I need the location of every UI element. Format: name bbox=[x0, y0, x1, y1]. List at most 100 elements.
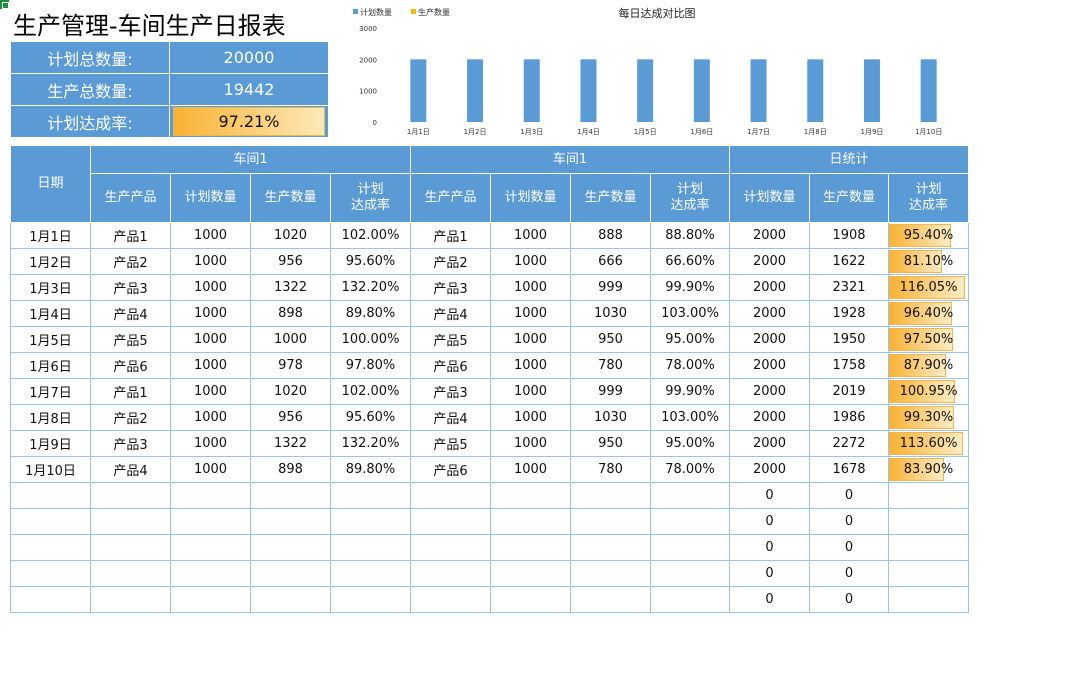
cell-rate1[interactable] bbox=[330, 560, 411, 587]
cell-rate[interactable]: 83.90% bbox=[888, 456, 969, 483]
cell-rate[interactable] bbox=[888, 586, 969, 613]
cell-plan2[interactable] bbox=[490, 560, 571, 587]
cell-rate1[interactable] bbox=[330, 534, 411, 561]
cell-date[interactable] bbox=[10, 560, 91, 587]
cell-date[interactable]: 1月8日 bbox=[10, 404, 91, 431]
cell-prod[interactable]: 1908 bbox=[809, 222, 889, 249]
cell-prod[interactable]: 0 bbox=[809, 482, 889, 509]
cell-plan1[interactable] bbox=[170, 534, 251, 561]
cell-prod1[interactable]: 898 bbox=[250, 300, 331, 327]
workshop-b-header[interactable]: 车间1 bbox=[410, 145, 730, 174]
cell-rate1[interactable]: 97.80% bbox=[330, 352, 411, 379]
cell-prod[interactable]: 1678 bbox=[809, 456, 889, 483]
column-header-c-0[interactable]: 计划数量 bbox=[729, 173, 810, 223]
cell-p1[interactable] bbox=[90, 508, 171, 535]
cell-rate[interactable]: 116.05% bbox=[888, 274, 969, 301]
cell-prod1[interactable] bbox=[250, 482, 331, 509]
cell-plan2[interactable]: 1000 bbox=[490, 300, 571, 327]
cell-rate[interactable]: 100.95% bbox=[888, 378, 969, 405]
cell-prod[interactable]: 2272 bbox=[809, 430, 889, 457]
cell-prod1[interactable]: 1322 bbox=[250, 274, 331, 301]
cell-prod2[interactable]: 950 bbox=[570, 326, 651, 353]
cell-prod[interactable]: 0 bbox=[809, 534, 889, 561]
cell-plan1[interactable]: 1000 bbox=[170, 326, 251, 353]
summary-label[interactable]: 生产总数量: bbox=[10, 73, 170, 106]
cell-rate[interactable]: 87.90% bbox=[888, 352, 969, 379]
cell-rate2[interactable] bbox=[650, 508, 730, 535]
cell-rate1[interactable]: 132.20% bbox=[330, 274, 411, 301]
cell-rate2[interactable]: 95.00% bbox=[650, 430, 730, 457]
cell-prod[interactable]: 1758 bbox=[809, 352, 889, 379]
cell-plan[interactable]: 2000 bbox=[729, 378, 810, 405]
cell-prod2[interactable]: 999 bbox=[570, 274, 651, 301]
cell-plan1[interactable]: 1000 bbox=[170, 378, 251, 405]
cell-plan1[interactable] bbox=[170, 560, 251, 587]
cell-plan1[interactable]: 1000 bbox=[170, 456, 251, 483]
cell-prod[interactable]: 0 bbox=[809, 508, 889, 535]
summary-rate-cell[interactable]: 97.21% bbox=[169, 105, 329, 138]
cell-p1[interactable]: 产品5 bbox=[90, 326, 171, 353]
cell-plan[interactable]: 0 bbox=[729, 482, 810, 509]
cell-p1[interactable]: 产品3 bbox=[90, 430, 171, 457]
cell-plan2[interactable]: 1000 bbox=[490, 404, 571, 431]
cell-rate2[interactable]: 95.00% bbox=[650, 326, 730, 353]
cell-p2[interactable]: 产品1 bbox=[410, 222, 491, 249]
daily-stat-header[interactable]: 日统计 bbox=[729, 145, 969, 174]
cell-prod2[interactable]: 950 bbox=[570, 430, 651, 457]
cell-date[interactable] bbox=[10, 534, 91, 561]
cell-rate1[interactable] bbox=[330, 482, 411, 509]
summary-value[interactable]: 20000 bbox=[169, 41, 329, 74]
cell-prod2[interactable]: 1030 bbox=[570, 404, 651, 431]
cell-p2[interactable]: 产品4 bbox=[410, 404, 491, 431]
cell-plan[interactable]: 2000 bbox=[729, 222, 810, 249]
cell-p2[interactable]: 产品3 bbox=[410, 378, 491, 405]
cell-p2[interactable] bbox=[410, 482, 491, 509]
cell-p1[interactable]: 产品2 bbox=[90, 248, 171, 275]
cell-p2[interactable] bbox=[410, 508, 491, 535]
cell-rate2[interactable] bbox=[650, 586, 730, 613]
cell-plan1[interactable]: 1000 bbox=[170, 352, 251, 379]
cell-prod1[interactable]: 956 bbox=[250, 248, 331, 275]
cell-date[interactable] bbox=[10, 508, 91, 535]
cell-rate[interactable]: 113.60% bbox=[888, 430, 969, 457]
column-header-c-2[interactable]: 计划 达成率 bbox=[888, 173, 969, 223]
cell-date[interactable]: 1月4日 bbox=[10, 300, 91, 327]
date-header[interactable]: 日期 bbox=[10, 145, 91, 223]
cell-plan2[interactable]: 1000 bbox=[490, 430, 571, 457]
summary-value[interactable]: 19442 bbox=[169, 73, 329, 106]
cell-rate1[interactable]: 89.80% bbox=[330, 456, 411, 483]
cell-plan2[interactable]: 1000 bbox=[490, 326, 571, 353]
cell-rate2[interactable]: 103.00% bbox=[650, 404, 730, 431]
cell-rate2[interactable] bbox=[650, 560, 730, 587]
cell-rate[interactable] bbox=[888, 560, 969, 587]
cell-prod1[interactable]: 956 bbox=[250, 404, 331, 431]
cell-prod1[interactable] bbox=[250, 508, 331, 535]
cell-p2[interactable]: 产品6 bbox=[410, 456, 491, 483]
column-header-a-3[interactable]: 计划 达成率 bbox=[330, 173, 411, 223]
cell-rate1[interactable] bbox=[330, 508, 411, 535]
cell-prod2[interactable]: 780 bbox=[570, 456, 651, 483]
cell-plan[interactable]: 2000 bbox=[729, 352, 810, 379]
cell-prod2[interactable]: 780 bbox=[570, 352, 651, 379]
cell-p2[interactable]: 产品3 bbox=[410, 274, 491, 301]
cell-plan1[interactable] bbox=[170, 508, 251, 535]
cell-p1[interactable]: 产品1 bbox=[90, 378, 171, 405]
cell-prod[interactable]: 0 bbox=[809, 560, 889, 587]
cell-rate1[interactable]: 95.60% bbox=[330, 404, 411, 431]
cell-date[interactable]: 1月5日 bbox=[10, 326, 91, 353]
cell-prod1[interactable] bbox=[250, 586, 331, 613]
cell-rate2[interactable] bbox=[650, 534, 730, 561]
cell-plan2[interactable]: 1000 bbox=[490, 456, 571, 483]
column-header-b-2[interactable]: 生产数量 bbox=[570, 173, 651, 223]
cell-plan2[interactable] bbox=[490, 586, 571, 613]
cell-prod1[interactable]: 1322 bbox=[250, 430, 331, 457]
cell-plan1[interactable]: 1000 bbox=[170, 430, 251, 457]
cell-prod2[interactable] bbox=[570, 482, 651, 509]
cell-plan2[interactable]: 1000 bbox=[490, 274, 571, 301]
cell-plan[interactable]: 0 bbox=[729, 508, 810, 535]
cell-p1[interactable]: 产品3 bbox=[90, 274, 171, 301]
cell-rate2[interactable]: 88.80% bbox=[650, 222, 730, 249]
cell-rate[interactable]: 81.10% bbox=[888, 248, 969, 275]
column-header-a-1[interactable]: 计划数量 bbox=[170, 173, 251, 223]
cell-prod[interactable]: 1986 bbox=[809, 404, 889, 431]
